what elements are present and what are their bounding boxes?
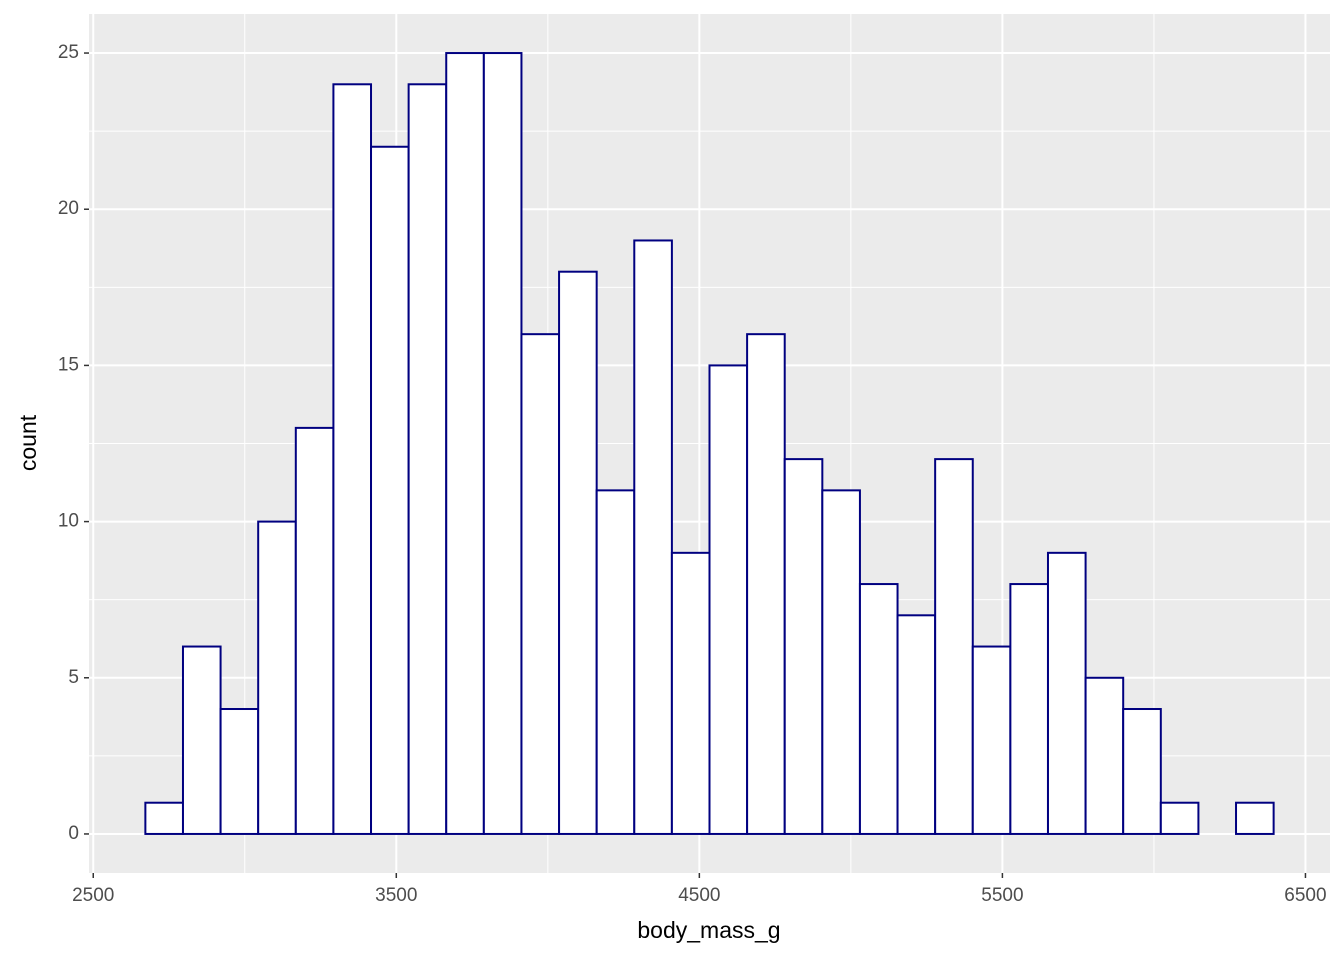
bar xyxy=(746,333,786,835)
x-tick-label: 2500 xyxy=(72,885,114,906)
bar xyxy=(520,333,561,835)
bar xyxy=(633,239,673,835)
bar xyxy=(821,489,861,835)
y-tick-label: 0 xyxy=(68,823,79,844)
bar xyxy=(1084,676,1125,835)
bar xyxy=(219,708,260,835)
bar xyxy=(783,458,824,835)
bar xyxy=(670,551,711,835)
bar xyxy=(1235,801,1275,835)
bar xyxy=(482,52,523,835)
x-tick-label: 6500 xyxy=(1284,885,1326,906)
y-tick-label: 15 xyxy=(58,354,79,375)
bar xyxy=(858,583,899,835)
x-tick-label: 4500 xyxy=(678,885,720,906)
y-tick-label: 5 xyxy=(68,667,79,688)
bar xyxy=(708,364,749,835)
bar xyxy=(370,145,410,835)
bar xyxy=(1009,583,1049,835)
bar xyxy=(407,83,448,835)
bar xyxy=(144,801,184,835)
y-tick-label: 20 xyxy=(58,198,79,219)
bar xyxy=(445,52,485,835)
bar xyxy=(971,645,1012,835)
bar xyxy=(896,614,937,835)
bar xyxy=(1159,801,1200,835)
y-axis-title: count xyxy=(15,414,41,471)
bar xyxy=(1046,551,1087,835)
bar xyxy=(181,645,222,835)
x-tick-label: 3500 xyxy=(375,885,417,906)
y-tick-label: 10 xyxy=(58,511,79,532)
bar xyxy=(294,426,335,835)
bar xyxy=(934,458,974,835)
bar xyxy=(1122,708,1162,835)
bar xyxy=(332,83,373,835)
x-axis-title: body_mass_g xyxy=(637,917,780,943)
y-tick-label: 25 xyxy=(58,42,79,63)
x-tick-label: 5500 xyxy=(981,885,1023,906)
bar xyxy=(595,489,636,835)
bar xyxy=(257,520,297,835)
bar xyxy=(558,270,598,835)
